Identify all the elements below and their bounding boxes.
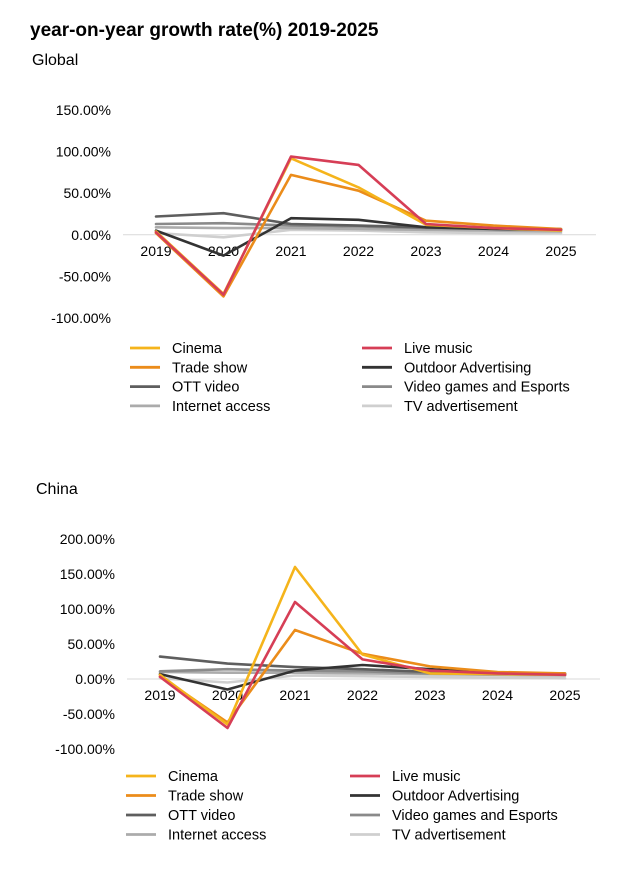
- global-y-tick-label: 50.00%: [64, 185, 111, 201]
- china-y-tick-label: 50.00%: [68, 636, 115, 652]
- global-x-tick-label: 2021: [275, 243, 306, 259]
- china-series-line-tv-advertisement: [158, 674, 567, 684]
- china-legend-label-internet-access: Internet access: [168, 828, 266, 844]
- china-x-tick-label: 2024: [482, 687, 513, 703]
- china-y-tick-label: 200.00%: [60, 531, 115, 547]
- china-y-tick-label: -100.00%: [55, 741, 115, 757]
- chart-title-china: China: [36, 481, 78, 498]
- china-x-tick-label: 2022: [347, 687, 378, 703]
- global-x-tick-label: 2024: [478, 243, 509, 259]
- global-x-tick-label: 2019: [140, 243, 171, 259]
- china-legend-label-video-games-and-esports: Video games and Esports: [392, 808, 558, 824]
- china-legend-label-live-music: Live music: [392, 769, 461, 785]
- global-series-line-trade-show: [154, 173, 563, 298]
- chart-title-global: Global: [32, 52, 79, 69]
- global-y-tick-label: -100.00%: [51, 310, 111, 326]
- global-series-line-internet-access: [154, 226, 563, 233]
- china-x-tick-label: 2019: [144, 687, 175, 703]
- global-legend-label-video-games-and-esports: Video games and Esports: [404, 380, 570, 396]
- china-x-tick-label: 2021: [279, 687, 310, 703]
- global-x-tick-label: 2023: [410, 243, 441, 259]
- china-y-tick-label: 0.00%: [75, 671, 115, 687]
- china-x-tick-label: 2023: [414, 687, 445, 703]
- global-legend-label-cinema: Cinema: [172, 341, 223, 357]
- global-x-tick-label: 2022: [343, 243, 374, 259]
- global-legend-label-ott-video: OTT video: [172, 380, 239, 396]
- global-y-tick-label: -50.00%: [59, 268, 111, 284]
- global-growth-line-chart: 150.00% 100.00% 50.00% 0.00% -50.00% -100.00%…: [51, 102, 596, 415]
- global-x-tick-label: 2020: [208, 243, 239, 259]
- global-legend-label-outdoor-advertising: Outdoor Advertising: [404, 360, 531, 376]
- global-legend-label-tv-advertisement: TV advertisement: [404, 399, 518, 415]
- china-y-tick-label: 100.00%: [60, 601, 115, 617]
- global-y-tick-label: 0.00%: [71, 227, 111, 243]
- china-legend-label-tv-advertisement: TV advertisement: [392, 828, 506, 844]
- global-series-line-tv-advertisement: [154, 228, 563, 239]
- global-y-tick-label: 100.00%: [56, 144, 111, 160]
- china-legend-label-trade-show: Trade show: [168, 789, 244, 805]
- china-legend-label-outdoor-advertising: Outdoor Advertising: [392, 789, 519, 805]
- global-legend-label-live-music: Live music: [404, 341, 473, 357]
- china-x-tick-label: 2020: [212, 687, 243, 703]
- global-legend-label-internet-access: Internet access: [172, 399, 270, 415]
- global-y-tick-label: 150.00%: [56, 102, 111, 118]
- global-series-line-live-music: [154, 155, 563, 297]
- china-series-line-live-music: [158, 600, 567, 730]
- china-legend-label-ott-video: OTT video: [168, 808, 235, 824]
- china-x-tick-label: 2025: [549, 687, 580, 703]
- global-legend-label-trade-show: Trade show: [172, 360, 248, 376]
- china-y-tick-label: -50.00%: [63, 706, 115, 722]
- china-y-tick-label: 150.00%: [60, 566, 115, 582]
- page-title: year-on-year growth rate(%) 2019-2025: [30, 20, 379, 41]
- china-legend-label-cinema: Cinema: [168, 769, 219, 785]
- global-x-tick-label: 2025: [545, 243, 576, 259]
